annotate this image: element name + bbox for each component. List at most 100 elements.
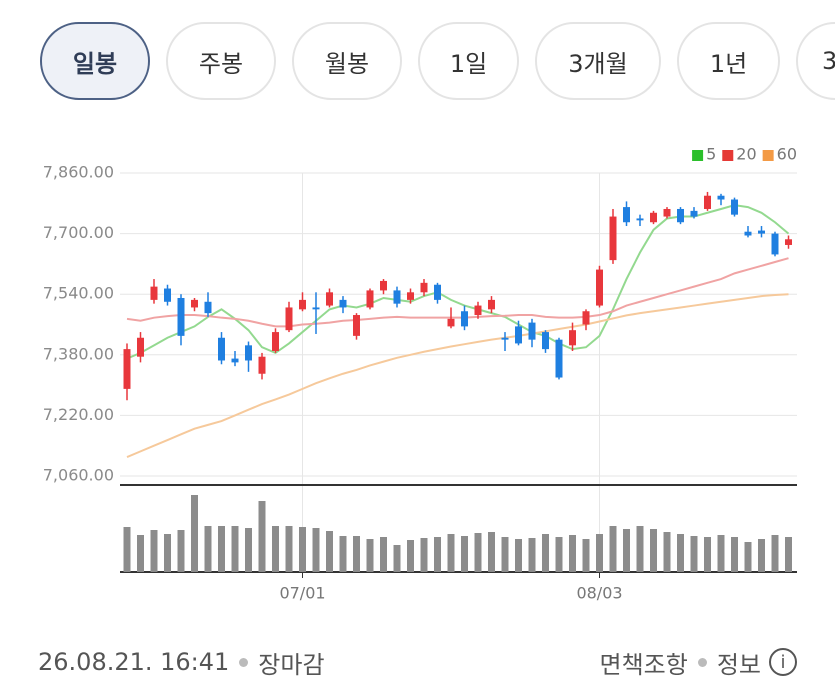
candle-body — [744, 231, 752, 236]
volume-bar — [434, 537, 441, 572]
volume-bar — [677, 534, 684, 572]
volume-bar — [258, 501, 266, 572]
y-tick-label: 7,380.00 — [43, 344, 114, 363]
volume-bar — [231, 526, 239, 572]
candle-body — [380, 280, 387, 291]
separator-dot — [239, 657, 249, 667]
candle-body — [555, 339, 563, 378]
volume-bar — [636, 526, 644, 572]
volume-bar — [744, 542, 752, 572]
candle-body — [623, 207, 630, 223]
disclaimer-link[interactable]: 면책조항 — [599, 650, 688, 679]
candle-body — [677, 208, 684, 223]
candle-body — [137, 337, 144, 357]
period-tab[interactable]: 1년 — [677, 22, 780, 100]
volume-bar — [515, 539, 522, 572]
legend-label: 60 — [777, 145, 797, 164]
candle-body — [488, 299, 495, 310]
volume-bar — [488, 532, 495, 572]
volume-bar — [663, 532, 671, 572]
volume-bar — [623, 529, 630, 572]
timestamp: 26.08.21. 16:41 — [38, 648, 230, 676]
volume-bar — [123, 527, 131, 572]
candle-body — [636, 218, 644, 221]
candle-body — [515, 326, 522, 344]
candle-body — [191, 299, 198, 308]
volume-bar — [393, 545, 401, 572]
volume-bar — [555, 537, 563, 572]
volume-bar — [785, 537, 792, 572]
volume-bar — [609, 526, 617, 572]
candle-body — [461, 311, 468, 327]
moving-average-line — [126, 204, 790, 360]
volume-bar — [204, 526, 212, 572]
volume-bar — [447, 534, 455, 572]
volume-bar — [150, 530, 158, 572]
candle-body — [150, 286, 158, 300]
separator-dot — [697, 657, 707, 667]
candle-body — [771, 233, 779, 255]
candle-body — [366, 290, 374, 308]
candle-body — [245, 345, 252, 361]
period-tab[interactable]: 1일 — [418, 22, 519, 100]
volume-bar — [407, 540, 414, 572]
volume-bar — [218, 526, 225, 572]
candle-body — [582, 311, 590, 325]
volume-bar — [771, 535, 779, 572]
candle-body — [501, 337, 509, 340]
volume-bar — [380, 537, 387, 572]
chart: 7,060.00 7,220.00 7,380.00 7,540.00 7,700.00… — [43, 145, 797, 603]
candle-body — [717, 195, 725, 200]
volume-bar — [312, 528, 320, 572]
y-tick-label: 7,060.00 — [43, 466, 114, 485]
candle-body — [123, 349, 131, 389]
candle-body — [272, 332, 279, 352]
moving-average-line — [126, 257, 789, 328]
legend-label: 20 — [736, 145, 756, 164]
legend-swatch — [762, 150, 774, 161]
candle-body — [663, 208, 671, 217]
period-tab[interactable]: 3개월 — [535, 22, 661, 100]
candle-body — [285, 307, 293, 331]
candle-body — [420, 282, 428, 293]
candle-body — [218, 337, 225, 361]
y-tick-label: 7,860.00 — [43, 163, 114, 182]
volume-bar — [326, 531, 333, 572]
candle-body — [731, 199, 738, 215]
legend-swatch — [692, 150, 704, 161]
info-icon[interactable]: i — [769, 648, 797, 676]
volume-bar — [542, 534, 549, 572]
volume-bar — [137, 535, 144, 572]
moving-average-line — [126, 293, 789, 458]
candle-body — [528, 322, 536, 340]
candle-body — [353, 315, 360, 336]
legend-label: 5 — [706, 145, 716, 164]
candle-body — [542, 332, 549, 350]
period-tab[interactable]: 월봉 — [292, 22, 402, 100]
volume-bar — [596, 534, 603, 572]
volume-bar — [758, 539, 765, 572]
volume-bar — [650, 529, 657, 572]
period-tab[interactable]: 일봉 — [40, 22, 150, 100]
volume-bar — [339, 536, 347, 572]
candle-body — [434, 284, 441, 300]
candle-body — [609, 216, 617, 261]
period-tab[interactable]: 주봉 — [166, 22, 276, 100]
y-tick-label: 7,220.00 — [43, 405, 114, 424]
footer: 26.08.21. 16:41 장마감 면책조항 정보 i — [38, 644, 797, 680]
candle-body — [758, 230, 765, 234]
candle-body — [704, 195, 711, 209]
volume-bar — [569, 535, 576, 572]
volume-bar — [420, 538, 428, 572]
market-status: 장마감 — [258, 650, 325, 679]
y-tick-label: 7,540.00 — [43, 284, 114, 303]
volume-bar — [285, 526, 293, 572]
candle-body — [690, 210, 698, 217]
candle-body — [326, 292, 333, 306]
candle-body — [393, 290, 401, 304]
volume-bar — [582, 539, 590, 572]
info-link[interactable]: 정보 — [716, 650, 761, 679]
volume-bar — [245, 528, 252, 572]
volume-bar — [501, 537, 509, 572]
